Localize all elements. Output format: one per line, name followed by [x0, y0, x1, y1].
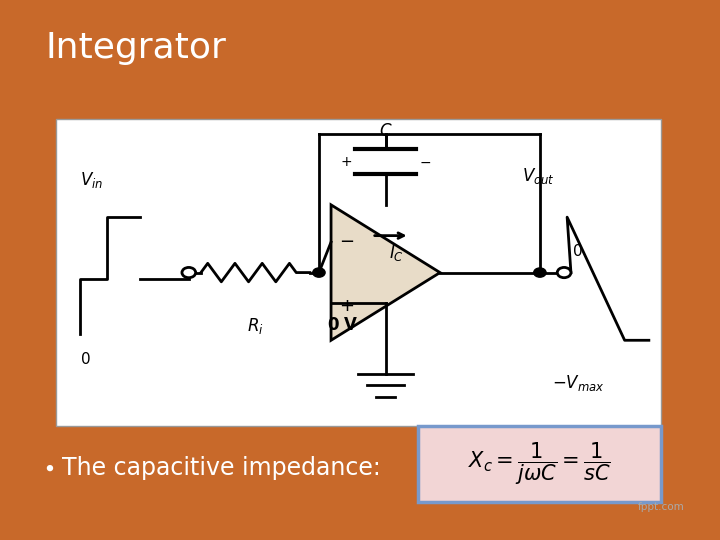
Text: $V_{in}$: $V_{in}$: [80, 170, 103, 190]
Text: Integrator: Integrator: [45, 31, 226, 65]
Text: $X_c = \dfrac{1}{j\omega C} = \dfrac{1}{sC}$: $X_c = \dfrac{1}{j\omega C} = \dfrac{1}{…: [468, 441, 611, 487]
Text: $-$: $-$: [339, 231, 354, 248]
Text: $R_i$: $R_i$: [247, 316, 264, 336]
Text: $V_{out}$: $V_{out}$: [522, 166, 554, 186]
Text: $\mathbf{0\ V}$: $\mathbf{0\ V}$: [327, 316, 359, 334]
Bar: [55, 119, 661, 427]
Text: $+$: $+$: [340, 155, 352, 169]
Circle shape: [312, 268, 325, 277]
Polygon shape: [331, 205, 440, 340]
Text: $+$: $+$: [339, 296, 354, 315]
Text: $C$: $C$: [379, 122, 392, 140]
Text: $-$: $-$: [419, 155, 431, 169]
Circle shape: [182, 267, 196, 278]
Text: $-V_{max}$: $-V_{max}$: [552, 373, 605, 393]
Text: fppt.com: fppt.com: [638, 502, 685, 512]
Text: The capacitive impedance:: The capacitive impedance:: [63, 456, 381, 480]
Circle shape: [557, 267, 571, 278]
Text: $0$: $0$: [80, 351, 91, 367]
Text: $I_C$: $I_C$: [389, 244, 404, 264]
Bar: [418, 426, 661, 502]
Circle shape: [534, 268, 546, 277]
Text: $0$: $0$: [572, 243, 583, 259]
Text: $\bullet$: $\bullet$: [42, 457, 54, 477]
